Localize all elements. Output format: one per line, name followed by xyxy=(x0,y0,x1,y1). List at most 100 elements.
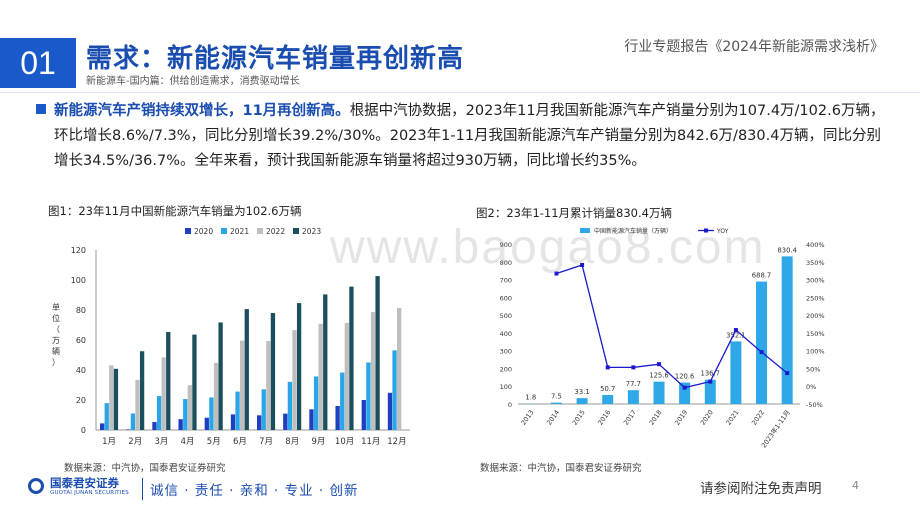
bar-2022 xyxy=(135,379,140,430)
bar-2022 xyxy=(266,341,271,430)
figure1-source: 数据来源：中汽协，国泰君安证券研究 xyxy=(64,463,226,474)
bar-annual-sales xyxy=(550,402,562,404)
yoy-marker xyxy=(759,350,764,355)
bar-2023 xyxy=(270,313,276,430)
bar-2020 xyxy=(309,409,314,430)
bar-2021 xyxy=(340,372,345,430)
bar-annual-sales xyxy=(576,398,588,404)
bar-annual-sales xyxy=(730,341,742,404)
y-tick-label: 700 xyxy=(500,277,512,285)
bar-2022 xyxy=(292,330,297,430)
y-tick-label: 600 xyxy=(500,294,512,302)
x-tick-label: 9月 xyxy=(311,437,325,447)
bar-annual-sales xyxy=(704,379,716,404)
y-tick-label: 400 xyxy=(500,330,512,338)
x-tick-label: 2019 xyxy=(673,409,689,427)
y-tick-label: 20 xyxy=(76,396,86,405)
bar-2022 xyxy=(109,365,114,430)
legend-marker-yoy xyxy=(704,228,708,233)
y2-tick-label: 150% xyxy=(806,330,825,338)
bullet-square-icon xyxy=(36,104,46,114)
bar-2023 xyxy=(166,332,171,430)
legend-swatch-2021 xyxy=(221,228,227,234)
bar-2020 xyxy=(230,414,236,430)
y-tick-label: 120 xyxy=(71,246,86,255)
x-tick-label: 11月 xyxy=(361,437,380,447)
x-tick-label: 6月 xyxy=(233,437,247,447)
bar-annual-sales xyxy=(653,381,665,404)
x-tick-label: 12月 xyxy=(387,437,406,447)
bar-2021 xyxy=(130,413,136,430)
bar-2020 xyxy=(204,417,209,430)
bar-2020 xyxy=(178,419,183,430)
yoy-marker xyxy=(631,365,636,370)
x-tick-label: 2017 xyxy=(622,409,638,427)
header-divider xyxy=(0,92,920,93)
bar-2022 xyxy=(344,322,349,430)
bar-2023 xyxy=(349,286,354,430)
bar-2020 xyxy=(126,429,131,430)
y-tick-label: 100 xyxy=(500,383,512,391)
yoy-marker xyxy=(785,371,790,376)
yoy-marker xyxy=(554,271,559,276)
x-tick-label: 8月 xyxy=(285,437,299,447)
figure2-caption: 图2：23年1-11月累计销量830.4万辆 xyxy=(476,206,672,220)
bar-2022 xyxy=(187,385,192,430)
y-axis-label-char: 位 xyxy=(52,313,60,323)
bar-2023 xyxy=(296,303,302,430)
y-tick-label: 800 xyxy=(500,259,512,267)
yoy-marker xyxy=(708,379,713,384)
y-tick-label: 100 xyxy=(71,276,86,285)
bar-2020 xyxy=(99,423,105,430)
bar-2022 xyxy=(370,312,376,430)
x-tick-label: 2018 xyxy=(648,409,664,427)
footer-divider xyxy=(142,478,143,500)
x-tick-label: 2015 xyxy=(571,409,587,427)
yoy-marker xyxy=(682,385,687,390)
bar-2021 xyxy=(235,391,240,430)
bar-2021 xyxy=(287,381,293,430)
y-tick-label: 0 xyxy=(508,401,512,409)
y-axis-label-char: （ xyxy=(52,325,60,334)
bar-data-label: 352.1 xyxy=(726,331,745,339)
bar-2021 xyxy=(209,397,214,430)
legend-label-2023: 2023 xyxy=(302,227,321,236)
bar-data-label: 7.5 xyxy=(551,393,562,401)
bar-annual-sales xyxy=(756,281,768,404)
y-tick-label: 60 xyxy=(76,336,86,345)
company-name-en: GUOTAI JUNAN SECURITIES xyxy=(50,490,129,496)
y-tick-label: 200 xyxy=(500,365,512,373)
y2-tick-label: 100% xyxy=(806,348,825,356)
watermark: www.baogao8.com xyxy=(330,221,766,274)
y2-tick-label: 350% xyxy=(806,259,825,267)
disclaimer-note: 请参阅附注免责声明 xyxy=(700,481,822,497)
bar-2021 xyxy=(156,396,162,430)
bar-2022 xyxy=(213,362,219,430)
y2-tick-label: -50% xyxy=(806,401,823,409)
yoy-marker xyxy=(580,262,585,267)
bar-2023 xyxy=(192,334,197,430)
x-tick-label: 7月 xyxy=(259,437,273,447)
bar-2023 xyxy=(323,294,328,430)
company-name: 国泰君安证券 xyxy=(50,476,119,490)
x-tick-label: 10月 xyxy=(335,437,354,447)
bar-2020 xyxy=(361,400,366,430)
y-axis-label-char: 单 xyxy=(52,302,60,312)
bar-2021 xyxy=(104,403,109,430)
x-tick-label: 2月 xyxy=(128,437,142,447)
bar-data-label: 125.6 xyxy=(649,372,668,380)
legend-label-yoy: YOY xyxy=(716,228,729,235)
legend-swatch-2020 xyxy=(185,228,191,234)
x-tick-label: 2021 xyxy=(725,409,741,427)
y-tick-label: 300 xyxy=(500,348,512,356)
yoy-marker xyxy=(605,365,610,370)
bar-2021 xyxy=(392,350,397,430)
x-tick-label: 5月 xyxy=(207,437,221,447)
bar-2021 xyxy=(261,389,266,430)
figure2-source: 数据来源：中汽协，国泰君安证券研究 xyxy=(480,463,642,474)
bar-2023 xyxy=(113,368,119,430)
x-tick-label: 2013 xyxy=(519,409,535,427)
legend-label-2020: 2020 xyxy=(194,227,213,236)
legend-swatch-2022 xyxy=(257,228,263,234)
chart1-monthly-sales: 0 20 40 60 80 100 120 单位 （ 万辆 ） 1月 2月 3月 4月 5月 6月 7月 8月 9月 1… xyxy=(52,227,410,447)
